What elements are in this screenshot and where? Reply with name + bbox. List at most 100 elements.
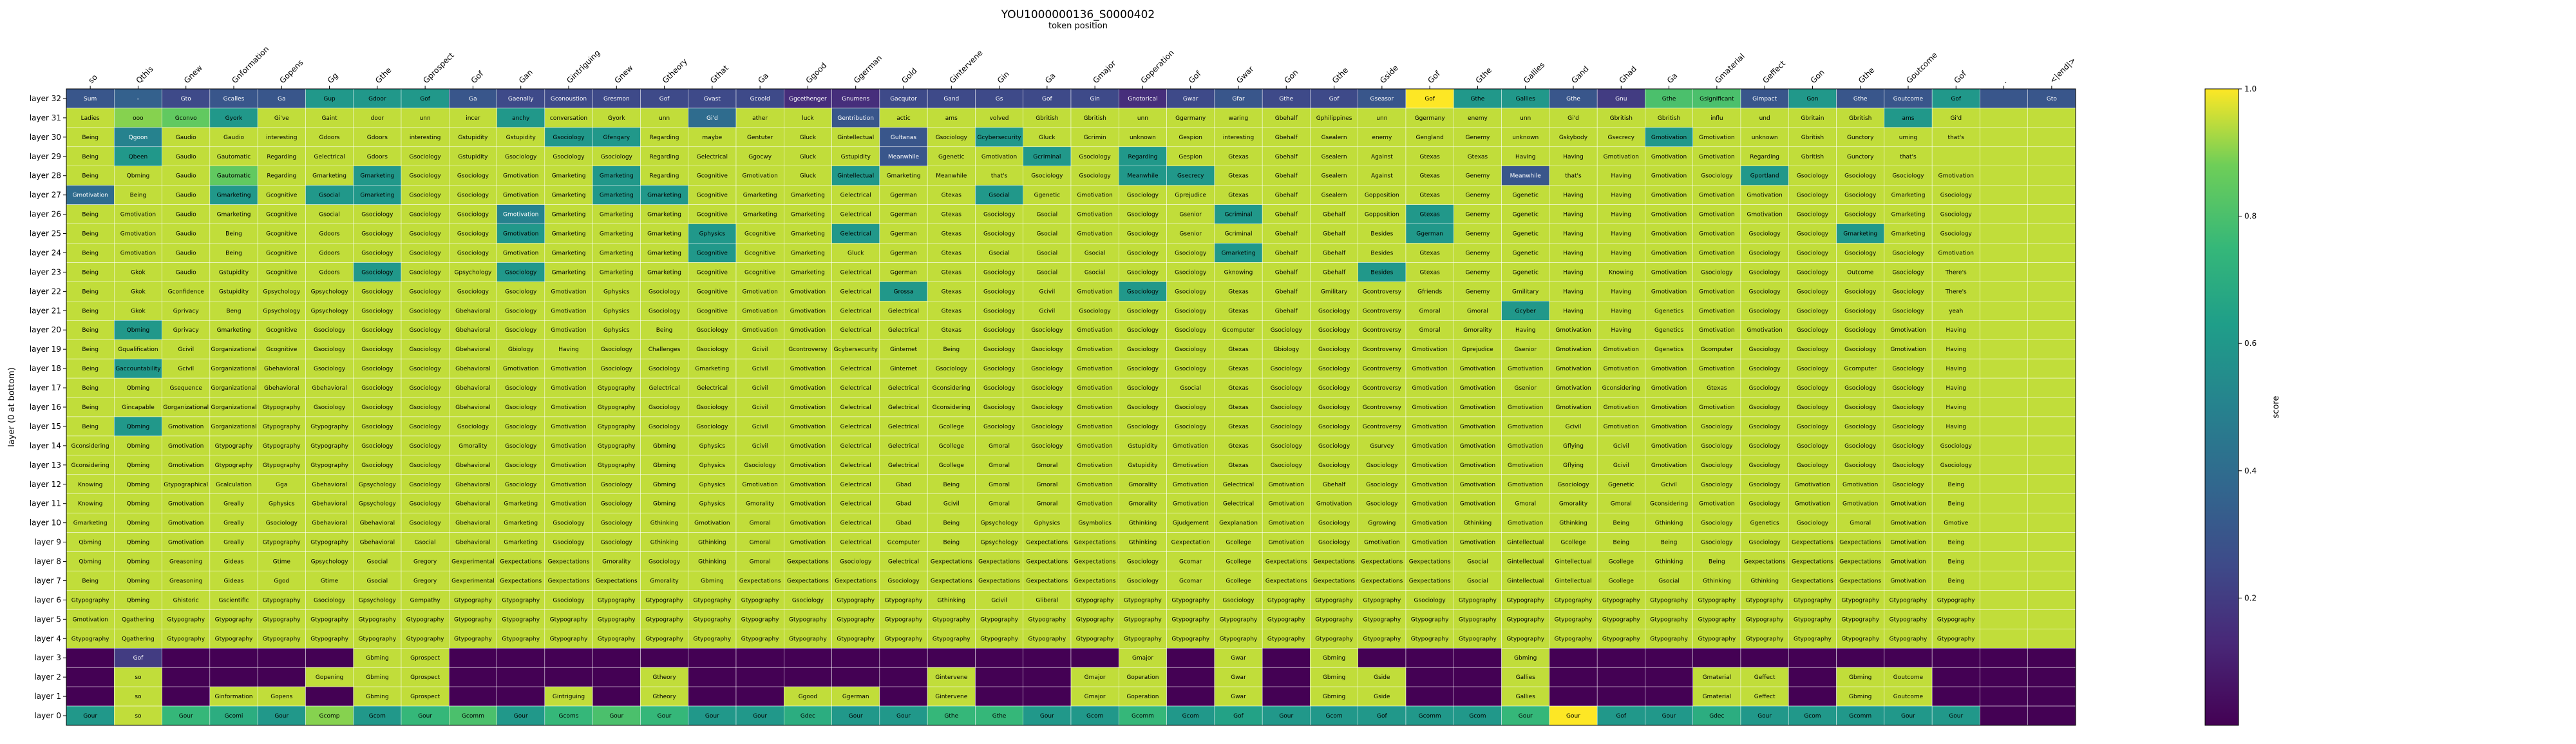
cell-label: Gbehalf [1275, 115, 1298, 122]
heatmap-cell [688, 185, 737, 205]
cell-label: so [135, 694, 142, 700]
heatmap-cell [1645, 647, 1693, 668]
cell-label: Gto [2047, 96, 2058, 102]
cell-label: Gexpectations [1074, 559, 1116, 566]
cell-label: Gbehavioral [264, 385, 299, 392]
cell-label: Gmaterial [1703, 674, 1732, 681]
cell-label: Gmarketing [647, 212, 681, 218]
cell-label: Gmotivation [551, 327, 586, 334]
cell-label: Gthinking [1655, 520, 1683, 527]
cell-label: Knowing [78, 501, 102, 508]
heatmap-cell [305, 301, 354, 321]
cell-label: Gphysics [269, 501, 295, 508]
cell-label: Gmotivation [1890, 327, 1926, 334]
cell-label: Gcontroversy [1363, 424, 1402, 430]
heatmap-cell [735, 146, 784, 167]
cell-label: Gof [1329, 96, 1340, 102]
cell-label: actic [896, 115, 910, 122]
cell-label: Gbming [1514, 655, 1537, 662]
cell-label: Gcivil [752, 366, 768, 372]
cell-label: Gtypography [1411, 636, 1449, 642]
cell-label: Against [1371, 173, 1393, 180]
cell-label: Gsociology [410, 405, 442, 411]
heatmap-cell [2027, 377, 2076, 398]
cell-label: Gmotive [1944, 520, 1969, 527]
heatmap-cell [1501, 243, 1550, 263]
heatmap-cell [1262, 127, 1311, 148]
cell-label: Gintemet [890, 347, 918, 353]
cell-label: Gbehalf [1275, 173, 1298, 180]
cell-label: Gkok [131, 269, 146, 276]
cell-label: Gsociology [983, 289, 1016, 295]
cell-label: Gtypography [1076, 616, 1114, 623]
cell-label: Gtypography [1889, 616, 1927, 623]
cell-label: that's [1948, 135, 1965, 141]
cell-label: Gcontroversy [1363, 366, 1402, 372]
heatmap-cell [784, 667, 832, 687]
cell-label: Gtypography [1459, 597, 1497, 604]
heatmap-cell [353, 146, 402, 167]
heatmap-cell [305, 88, 354, 109]
cell-label: Gtexas [942, 327, 962, 334]
cell-label: Gmotivation [981, 154, 1017, 160]
heatmap-cell [401, 146, 450, 167]
heatmap-cell [879, 146, 928, 167]
row-label: layer 21 [30, 306, 61, 315]
cell-label: Gsociology [1318, 327, 1350, 334]
heatmap-cell [1740, 88, 1789, 109]
cell-label: Gcomp [319, 713, 340, 720]
cell-label: Gprejudice [1175, 193, 1206, 199]
cell-label: Gmotivation [1460, 540, 1495, 546]
heatmap-cell [1884, 262, 1933, 282]
cell-label: Goperation [1126, 694, 1159, 700]
cell-label: Gpsychology [981, 520, 1019, 527]
cell-label: Gmotivation [1173, 501, 1208, 508]
heatmap-cell [401, 320, 450, 340]
heatmap-cell [66, 667, 115, 687]
heatmap-cell [640, 166, 688, 186]
row-label: layer 22 [30, 287, 61, 296]
cell-label: Gmarketing [647, 250, 681, 256]
cell-label: Gexpectations [548, 578, 590, 584]
cell-label: Gsociology [1844, 405, 1877, 411]
cell-label: Gelectrical [649, 385, 679, 392]
heatmap-cell [544, 243, 593, 263]
cell-label: Gphysics [699, 463, 726, 469]
cell-label: Gmoral [1036, 463, 1057, 469]
heatmap-cell [1788, 262, 1837, 282]
heatmap-cell [2027, 166, 2076, 186]
heatmap-cell [1549, 243, 1598, 263]
cell-label: Regarding [650, 173, 679, 180]
cell-label: Gexpectation [1171, 540, 1210, 546]
cell-label: Gtypography [1555, 636, 1593, 642]
cell-label: Gmotivation [503, 173, 538, 180]
cell-label: Gtypography [310, 616, 348, 623]
cell-label: Gsociology [361, 231, 393, 238]
heatmap-cell [879, 185, 928, 205]
cell-label: Gexpectations [1792, 540, 1833, 546]
cell-label: Gmarketing [791, 212, 825, 218]
heatmap-cell [305, 262, 354, 282]
column-label: Qthis [135, 64, 155, 85]
heatmap-cell [879, 127, 928, 148]
cell-label: interesting [266, 135, 297, 141]
heatmap-cell [735, 647, 784, 668]
cell-label: Gpsychology [263, 289, 301, 295]
cell-label: Gmotivation [790, 405, 826, 411]
heatmap-cell [1692, 281, 1741, 301]
cell-label: Greally [223, 520, 245, 527]
cell-label: Gmotivation [1077, 385, 1112, 392]
heatmap-cell [1358, 243, 1406, 263]
cell-label: Gcom [1469, 713, 1486, 720]
heatmap-cell [1501, 262, 1550, 282]
cell-label: Being [130, 193, 147, 199]
heatmap-cell [1214, 243, 1263, 263]
cell-label: Gtime [273, 559, 291, 566]
cell-label: Gphilippines [1316, 115, 1352, 122]
heatmap-cell [257, 320, 306, 340]
heatmap-cell [975, 667, 1023, 687]
cell-label: Qbming [127, 578, 149, 584]
heatmap-cell [1740, 320, 1789, 340]
cell-label: Gpsychology [454, 269, 492, 276]
cell-label: Gmoral [1611, 501, 1632, 508]
